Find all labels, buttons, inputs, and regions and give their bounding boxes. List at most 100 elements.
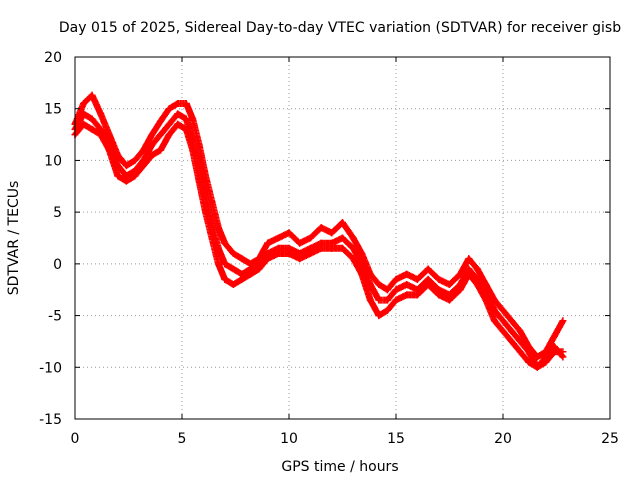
data-point bbox=[306, 250, 314, 258]
data-point bbox=[131, 172, 139, 180]
data-point bbox=[383, 306, 391, 314]
x-tick-label: 0 bbox=[71, 431, 80, 447]
data-point bbox=[435, 275, 443, 283]
data-point bbox=[559, 353, 567, 361]
data-point bbox=[392, 275, 400, 283]
data-point bbox=[339, 234, 346, 242]
data-point bbox=[174, 100, 182, 108]
data-point bbox=[403, 281, 411, 289]
data-point bbox=[97, 131, 105, 139]
data-point bbox=[317, 244, 325, 252]
data-point bbox=[456, 286, 464, 294]
data-point bbox=[392, 286, 400, 294]
data-point bbox=[499, 317, 507, 325]
data-point bbox=[317, 224, 325, 232]
data-point bbox=[221, 260, 229, 268]
data-point bbox=[508, 337, 516, 345]
x-tick-label: 5 bbox=[178, 431, 187, 447]
data-point bbox=[165, 131, 173, 139]
data-point bbox=[403, 291, 411, 299]
data-point bbox=[375, 312, 383, 320]
x-axis-label: GPS time / hours bbox=[281, 459, 398, 475]
data-point bbox=[550, 332, 558, 340]
data-point bbox=[403, 270, 411, 278]
y-tick-label: 5 bbox=[53, 205, 62, 221]
data-point bbox=[80, 120, 88, 128]
data-point bbox=[296, 239, 304, 247]
data-point bbox=[105, 146, 113, 154]
y-axis-label: SDTVAR / TECUs bbox=[6, 181, 22, 296]
data-point bbox=[174, 120, 182, 128]
data-point bbox=[274, 250, 282, 258]
data-point bbox=[189, 115, 197, 123]
data-point bbox=[148, 151, 156, 159]
data-point bbox=[229, 265, 237, 273]
data-point bbox=[80, 100, 88, 108]
data-point bbox=[550, 343, 558, 351]
data-point bbox=[264, 255, 272, 263]
data-point bbox=[508, 317, 516, 325]
data-point bbox=[349, 234, 357, 242]
data-point bbox=[122, 177, 130, 185]
data-point bbox=[122, 162, 130, 170]
data-point bbox=[221, 239, 229, 247]
data-point bbox=[499, 306, 507, 314]
series-track-c bbox=[71, 120, 567, 371]
data-point bbox=[285, 250, 293, 258]
y-tick-label: 15 bbox=[44, 102, 62, 118]
data-point bbox=[482, 296, 490, 304]
data-point bbox=[296, 255, 304, 263]
data-point bbox=[157, 146, 165, 154]
data-point bbox=[559, 317, 567, 325]
x-tick-label: 10 bbox=[280, 431, 298, 447]
data-point bbox=[424, 281, 432, 289]
series-track-b bbox=[71, 110, 567, 371]
axis-ticks: 0 5 10 15 20 25 -15 -10 -5 0 5 10 15 20 bbox=[39, 50, 619, 447]
data-point bbox=[366, 296, 374, 304]
x-tick-label: 25 bbox=[601, 431, 619, 447]
data-point bbox=[413, 291, 421, 299]
data-point bbox=[182, 125, 190, 133]
data-point bbox=[229, 281, 237, 289]
data-point bbox=[349, 244, 357, 252]
data-point bbox=[375, 296, 383, 304]
data-point bbox=[255, 265, 263, 273]
data-point bbox=[465, 270, 473, 278]
data-point bbox=[525, 358, 533, 366]
data-point bbox=[424, 265, 432, 273]
data-point bbox=[165, 120, 173, 128]
data-point bbox=[88, 115, 96, 123]
data-point bbox=[182, 115, 190, 123]
data-point bbox=[195, 177, 203, 185]
data-point bbox=[80, 110, 88, 118]
data-point bbox=[339, 218, 346, 226]
y-tick-label: 10 bbox=[44, 153, 62, 169]
data-point bbox=[490, 317, 498, 325]
y-tick-label: -15 bbox=[39, 412, 62, 428]
data-point bbox=[174, 110, 182, 118]
data-point bbox=[229, 250, 237, 258]
data-point bbox=[328, 244, 336, 252]
x-tick-label: 15 bbox=[387, 431, 405, 447]
data-point bbox=[274, 234, 282, 242]
data-point bbox=[383, 296, 391, 304]
data-point bbox=[446, 281, 453, 289]
data-point bbox=[88, 91, 96, 99]
data-point bbox=[473, 281, 481, 289]
data-point bbox=[306, 234, 314, 242]
y-tick-label: -5 bbox=[48, 309, 62, 325]
x-tick-label: 20 bbox=[494, 431, 512, 447]
data-point bbox=[349, 255, 357, 263]
data-point bbox=[139, 162, 147, 170]
data-point bbox=[542, 353, 550, 361]
data-point bbox=[189, 146, 197, 154]
data-point bbox=[533, 363, 541, 371]
data-point bbox=[516, 327, 524, 335]
data-point bbox=[148, 141, 156, 149]
data-point bbox=[285, 229, 293, 237]
data-point bbox=[246, 270, 254, 278]
data-point bbox=[202, 208, 210, 216]
data-point bbox=[238, 255, 246, 263]
data-point bbox=[114, 172, 122, 180]
